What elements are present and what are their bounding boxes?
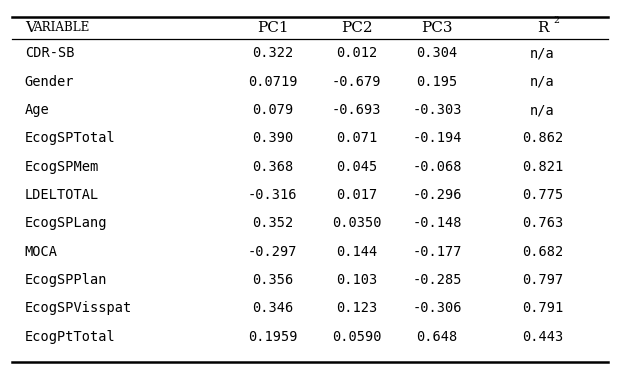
Text: -0.148: -0.148 — [412, 216, 462, 230]
Text: -0.177: -0.177 — [412, 245, 462, 259]
Text: 0.797: 0.797 — [522, 273, 563, 287]
Text: 0.791: 0.791 — [522, 301, 563, 315]
Text: V: V — [25, 21, 36, 35]
Text: LDELTOTAL: LDELTOTAL — [25, 188, 99, 202]
Text: -0.679: -0.679 — [332, 75, 381, 89]
Text: PC2: PC2 — [340, 21, 373, 35]
Text: -0.285: -0.285 — [412, 273, 462, 287]
Text: 0.368: 0.368 — [252, 160, 293, 174]
Text: EcogSPMem: EcogSPMem — [25, 160, 99, 174]
Text: -0.297: -0.297 — [248, 245, 298, 259]
Text: 0.079: 0.079 — [252, 103, 293, 117]
Text: 2: 2 — [553, 17, 559, 25]
Text: -0.296: -0.296 — [412, 188, 462, 202]
Text: 0.103: 0.103 — [336, 273, 377, 287]
Text: 0.195: 0.195 — [417, 75, 458, 89]
Text: Age: Age — [25, 103, 50, 117]
Text: 0.322: 0.322 — [252, 46, 293, 60]
Text: 0.346: 0.346 — [252, 301, 293, 315]
Text: n/a: n/a — [530, 103, 555, 117]
Text: EcogSPTotal: EcogSPTotal — [25, 131, 115, 145]
Text: 0.045: 0.045 — [336, 160, 377, 174]
Text: MOCA: MOCA — [25, 245, 58, 259]
Text: 0.862: 0.862 — [522, 131, 563, 145]
Text: Gender: Gender — [25, 75, 74, 89]
Text: R: R — [537, 21, 548, 35]
Text: 0.071: 0.071 — [336, 131, 377, 145]
Text: CDR-SB: CDR-SB — [25, 46, 74, 60]
Text: 0.356: 0.356 — [252, 273, 293, 287]
Text: 0.821: 0.821 — [522, 160, 563, 174]
Text: 0.1959: 0.1959 — [248, 330, 298, 344]
Text: PC3: PC3 — [422, 21, 453, 35]
Text: 0.012: 0.012 — [336, 46, 377, 60]
Text: 0.775: 0.775 — [522, 188, 563, 202]
Text: n/a: n/a — [530, 75, 555, 89]
Text: 0.352: 0.352 — [252, 216, 293, 230]
Text: 0.123: 0.123 — [336, 301, 377, 315]
Text: 0.017: 0.017 — [336, 188, 377, 202]
Text: 0.682: 0.682 — [522, 245, 563, 259]
Text: 0.0719: 0.0719 — [248, 75, 298, 89]
Text: ARIABLE: ARIABLE — [33, 21, 89, 34]
Text: 0.390: 0.390 — [252, 131, 293, 145]
Text: -0.068: -0.068 — [412, 160, 462, 174]
Text: EcogSPVisspat: EcogSPVisspat — [25, 301, 132, 315]
Text: 0.443: 0.443 — [522, 330, 563, 344]
Text: PC1: PC1 — [257, 21, 289, 35]
Text: 0.0590: 0.0590 — [332, 330, 381, 344]
Text: -0.306: -0.306 — [412, 301, 462, 315]
Text: 0.648: 0.648 — [417, 330, 458, 344]
Text: 0.763: 0.763 — [522, 216, 563, 230]
Text: 0.0350: 0.0350 — [332, 216, 381, 230]
Text: -0.303: -0.303 — [412, 103, 462, 117]
Text: n/a: n/a — [530, 46, 555, 60]
Text: EcogPtTotal: EcogPtTotal — [25, 330, 115, 344]
Text: EcogSPLang: EcogSPLang — [25, 216, 107, 230]
Text: EcogSPPlan: EcogSPPlan — [25, 273, 107, 287]
Text: -0.316: -0.316 — [248, 188, 298, 202]
Text: -0.693: -0.693 — [332, 103, 381, 117]
Text: 0.304: 0.304 — [417, 46, 458, 60]
Text: 0.144: 0.144 — [336, 245, 377, 259]
Text: -0.194: -0.194 — [412, 131, 462, 145]
